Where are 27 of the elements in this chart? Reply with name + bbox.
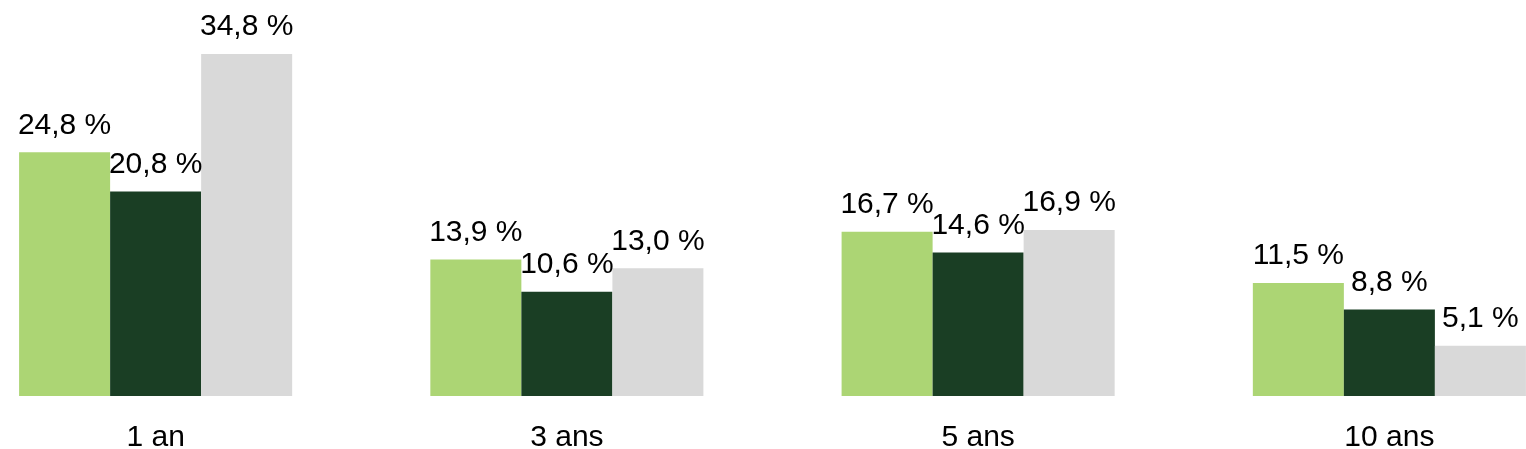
data-label: 10,6 %: [520, 246, 614, 280]
data-label: 13,0 %: [611, 222, 705, 256]
data-label: 16,9 %: [1022, 184, 1116, 218]
bar: [521, 291, 613, 396]
bar: [19, 152, 111, 396]
bar: [201, 53, 293, 396]
bar: [1023, 229, 1115, 396]
bar: [1252, 282, 1344, 396]
data-label: 20,8 %: [108, 146, 203, 180]
data-label: 24,8 %: [17, 106, 112, 140]
data-label: 13,9 %: [429, 213, 523, 247]
x-tick-label: 10 ans: [1344, 418, 1435, 449]
bar: [110, 191, 202, 396]
x-tick-label: 1 an: [126, 418, 185, 449]
bar: [612, 268, 704, 396]
bar: [932, 252, 1024, 396]
data-label: 11,5 %: [1252, 237, 1344, 271]
bar: [430, 259, 522, 396]
bar: [841, 231, 933, 396]
x-tick-label: 5 ans: [941, 418, 1015, 449]
data-label: 8,8 %: [1351, 264, 1428, 298]
bar: [1434, 345, 1526, 396]
data-label: 5,1 %: [1442, 300, 1519, 334]
data-label: 34,8 %: [199, 8, 294, 42]
x-tick-label: 3 ans: [530, 418, 604, 449]
bar: [1343, 309, 1435, 396]
data-label: 16,7 %: [840, 186, 934, 220]
